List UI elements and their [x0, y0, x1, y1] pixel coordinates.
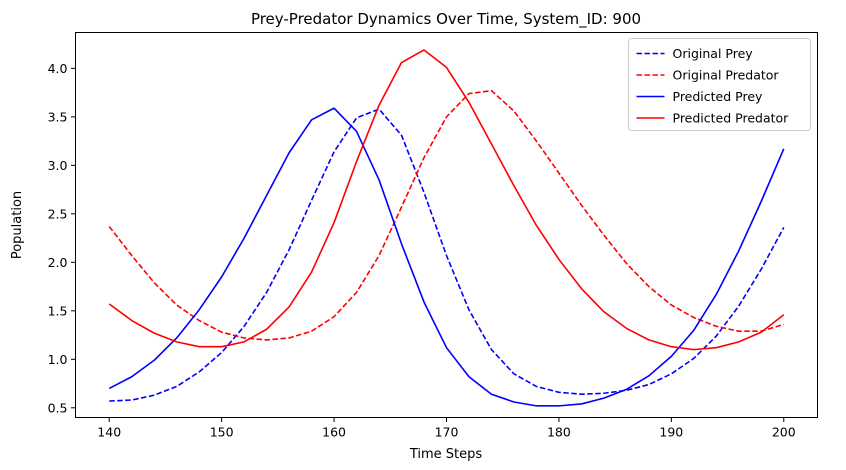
x-axis: 140 150 160 170 180 190 200: [97, 417, 796, 440]
y-tick-label: 1.5: [48, 303, 68, 318]
legend-label: Predicted Prey: [673, 89, 764, 104]
x-axis-label: Time Steps: [409, 447, 483, 462]
legend-label: Predicted Predator: [673, 111, 790, 126]
legend-box: [628, 38, 811, 131]
y-axis: 0.5 1.0 1.5 2.0 2.5 3.0 3.5 4.0: [48, 61, 76, 415]
series-layer: [108, 49, 785, 407]
series-line-original-prey: [109, 108, 785, 402]
x-tick-label: 170: [435, 425, 459, 440]
x-tick-label: 140: [97, 425, 121, 440]
x-tick-label: 180: [547, 425, 571, 440]
y-axis-label: Population: [10, 191, 25, 259]
legend-label: Original Predator: [673, 68, 780, 83]
series-line-predicted-prey: [108, 107, 785, 407]
x-tick-label: 200: [772, 425, 796, 440]
y-tick-label: 4.0: [48, 61, 68, 76]
y-tick-label: 3.5: [48, 109, 68, 124]
x-tick-label: 190: [659, 425, 683, 440]
series-line-predicted-predator: [108, 49, 785, 351]
x-tick-label: 160: [322, 425, 346, 440]
y-tick-label: 2.0: [48, 255, 68, 270]
y-tick-label: 3.0: [48, 158, 68, 173]
x-tick-label: 150: [210, 425, 234, 440]
legend-label: Original Prey: [673, 46, 754, 61]
chart-title: Prey-Predator Dynamics Over Time, System…: [251, 10, 641, 29]
legend: Original Prey Original Predator Predicted …: [628, 38, 811, 131]
y-tick-label: 1.0: [48, 352, 68, 367]
y-tick-label: 0.5: [48, 400, 68, 415]
series-line-original-predator: [108, 89, 785, 341]
y-tick-label: 2.5: [48, 206, 68, 221]
